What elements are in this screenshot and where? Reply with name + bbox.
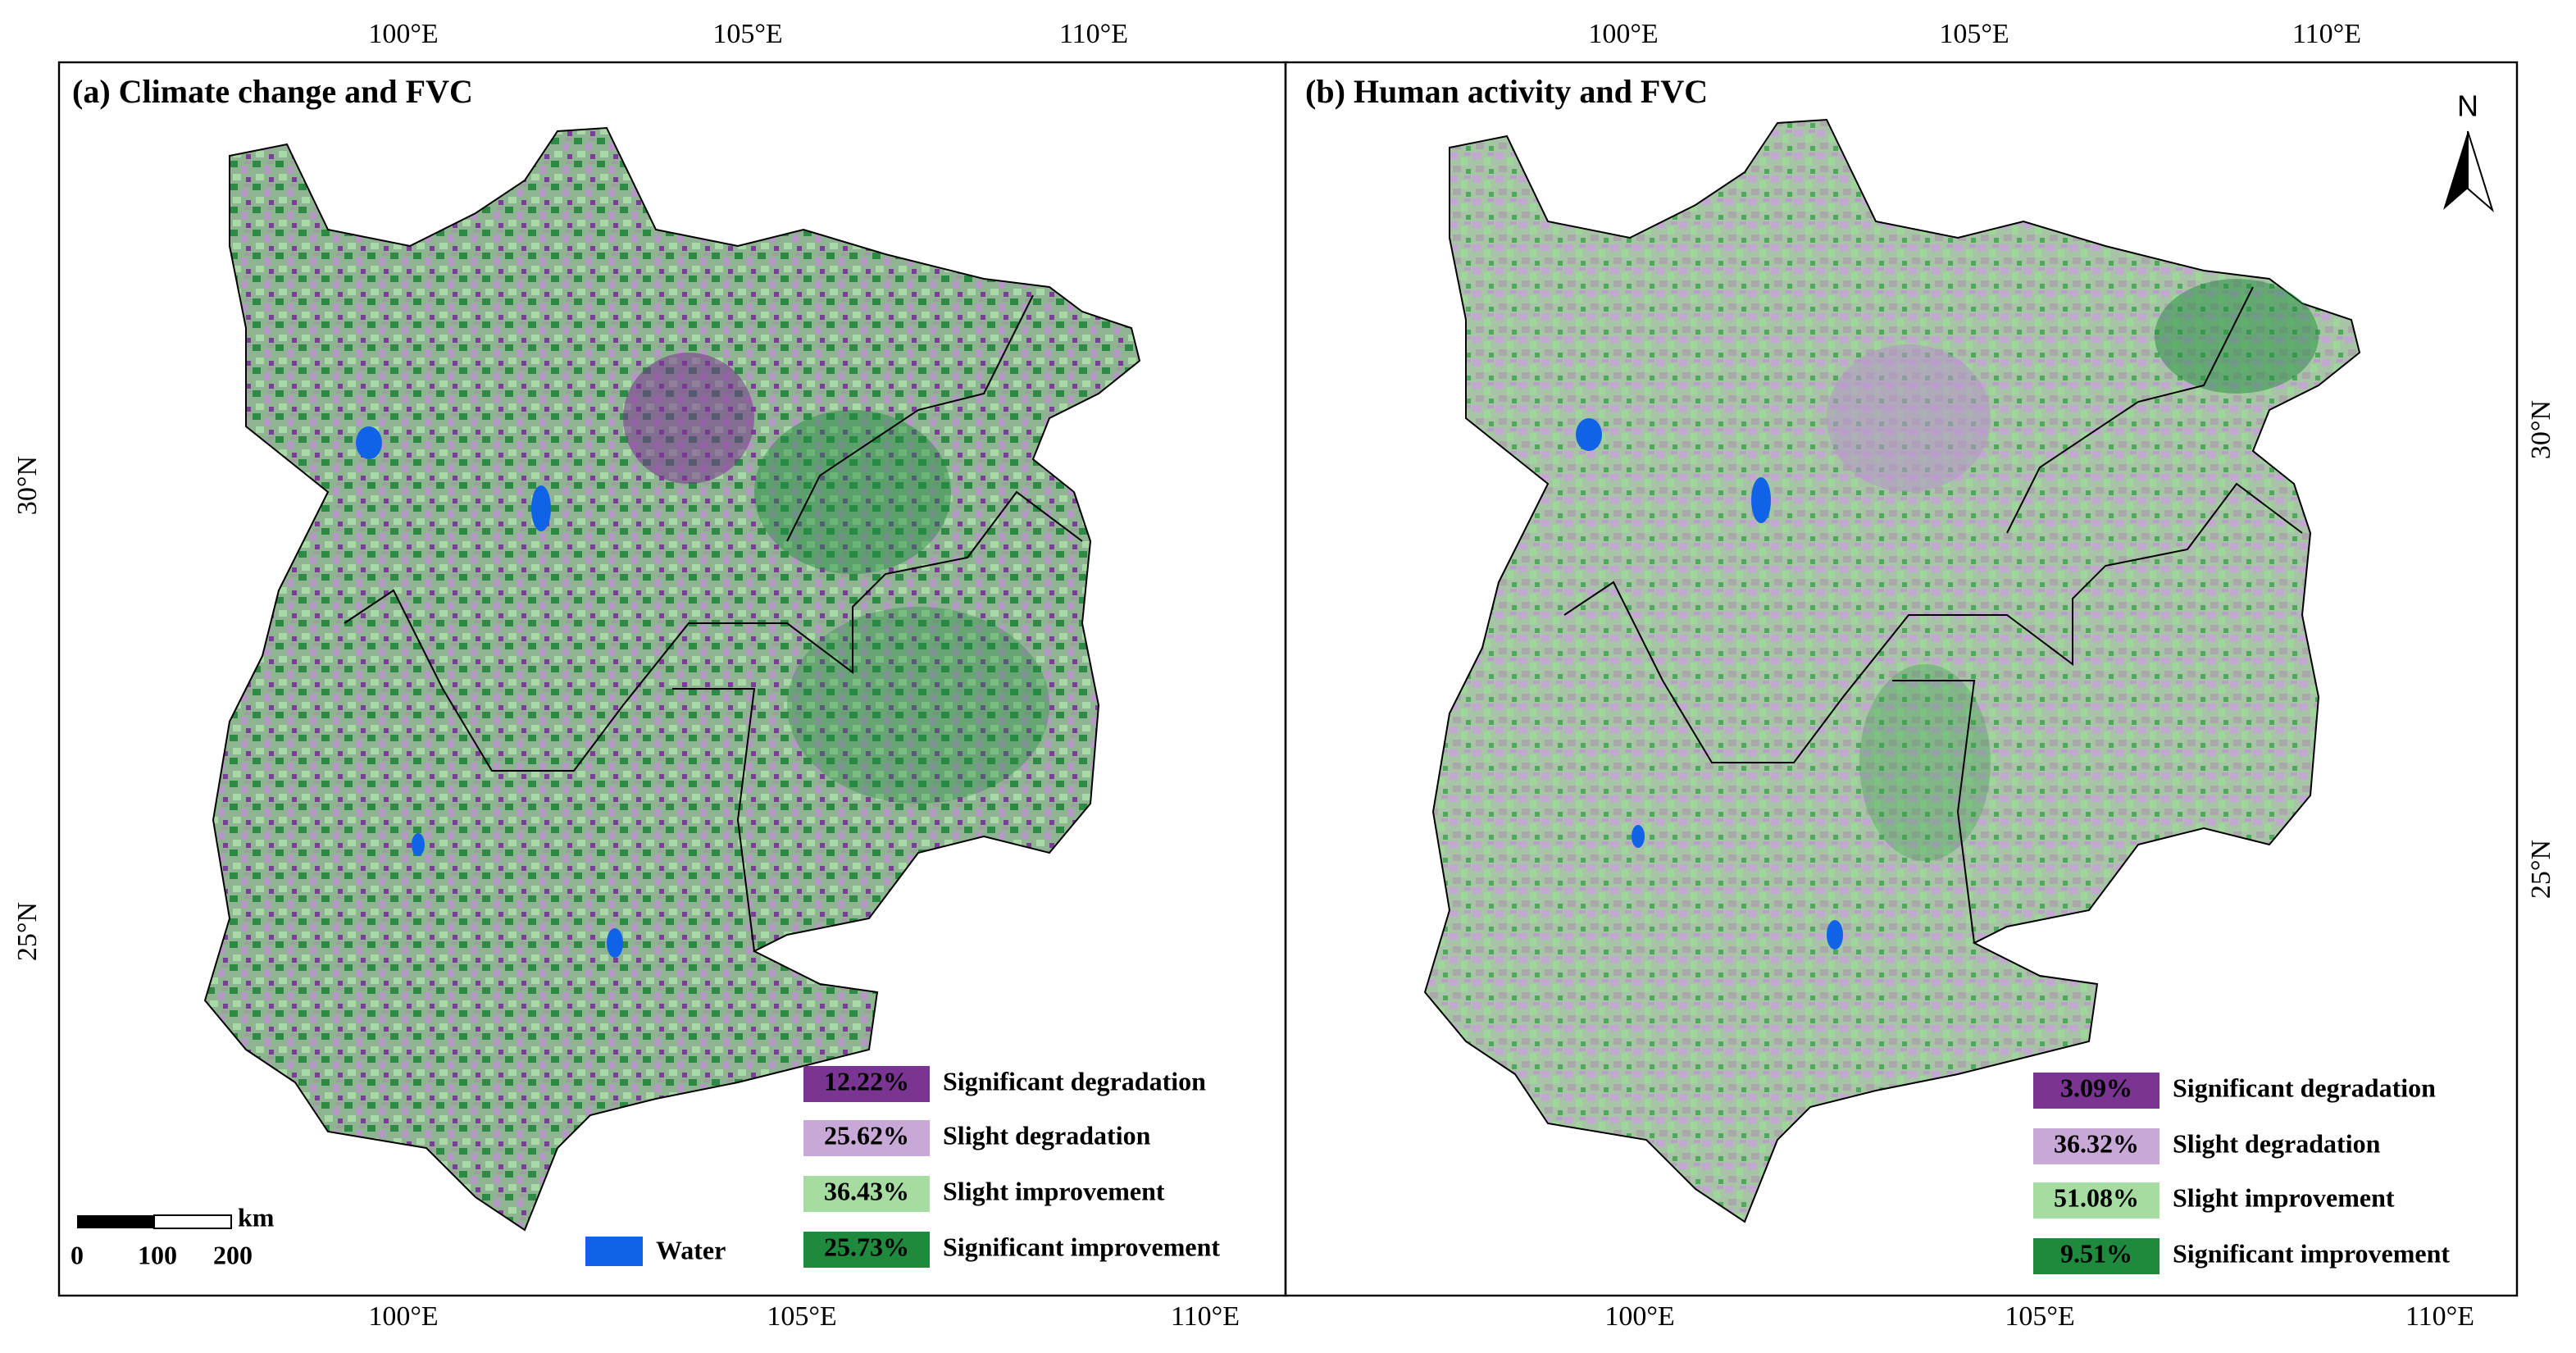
legend-swatch	[2033, 1182, 2160, 1219]
panel-title: (a) Climate change and FVC	[72, 73, 473, 110]
longitude-label: 110°E	[1171, 1301, 1240, 1332]
legend-percent: 9.51%	[2060, 1238, 2132, 1268]
water-swatch	[585, 1237, 643, 1266]
longitude-label: 110°E	[2405, 1301, 2474, 1332]
latitude-label: 30°N	[2526, 400, 2556, 459]
legend-swatch	[803, 1066, 930, 1102]
legend-label: Slight degradation	[943, 1120, 1151, 1150]
legend-label: Slight improvement	[943, 1176, 1165, 1205]
north-label: N	[2457, 89, 2478, 123]
legend-label: Significant improvement	[943, 1232, 1220, 1261]
legend-swatch	[2033, 1238, 2160, 1274]
longitude-label: 100°E	[368, 1301, 438, 1332]
legend-label: Significant degradation	[943, 1066, 1206, 1096]
latitude-label: 25°N	[12, 902, 43, 961]
legend-percent: 25.62%	[824, 1120, 909, 1150]
north-arrow	[2443, 130, 2495, 213]
longitude-label: 100°E	[1588, 19, 1658, 49]
scale-label: 200	[213, 1240, 253, 1269]
legend-percent: 12.22%	[824, 1066, 909, 1096]
legend-percent: 3.09%	[2060, 1073, 2132, 1102]
longitude-label: 100°E	[368, 19, 438, 49]
water-label: Water	[656, 1235, 726, 1264]
longitude-label: 110°E	[2292, 19, 2361, 49]
scale-label: 0	[71, 1240, 84, 1269]
scale-label: 100	[138, 1240, 177, 1269]
longitude-label: 105°E	[712, 19, 782, 49]
legend-swatch	[803, 1176, 930, 1212]
legend-label: Slight improvement	[2173, 1182, 2395, 1212]
panel-title: (b) Human activity and FVC	[1305, 73, 1708, 110]
longitude-label: 105°E	[2005, 1301, 2074, 1332]
legend-percent: 51.08%	[2054, 1182, 2139, 1212]
longitude-label: 105°E	[1939, 19, 2009, 49]
legend-label: Significant degradation	[2173, 1073, 2436, 1102]
legend-swatch	[2033, 1073, 2160, 1109]
latitude-label: 30°N	[12, 456, 43, 515]
legend-label: Slight degradation	[2173, 1128, 2381, 1158]
legend-percent: 36.43%	[824, 1176, 909, 1205]
legend-percent: 36.32%	[2054, 1128, 2139, 1158]
map-b	[1424, 119, 2360, 1223]
longitude-label: 100°E	[1604, 1301, 1674, 1332]
legend-percent: 25.73%	[824, 1232, 909, 1261]
legend-swatch	[803, 1120, 930, 1156]
longitude-label: 105°E	[767, 1301, 836, 1332]
scale-unit: km	[238, 1202, 275, 1232]
legend-label: Significant improvement	[2173, 1238, 2450, 1268]
scale-bar	[77, 1214, 232, 1229]
longitude-label: 110°E	[1059, 19, 1128, 49]
panel-frame	[1284, 61, 2519, 1297]
legend-swatch	[803, 1232, 930, 1268]
latitude-label: 25°N	[2526, 840, 2556, 899]
legend-swatch	[2033, 1128, 2160, 1164]
map-a	[204, 127, 1140, 1231]
